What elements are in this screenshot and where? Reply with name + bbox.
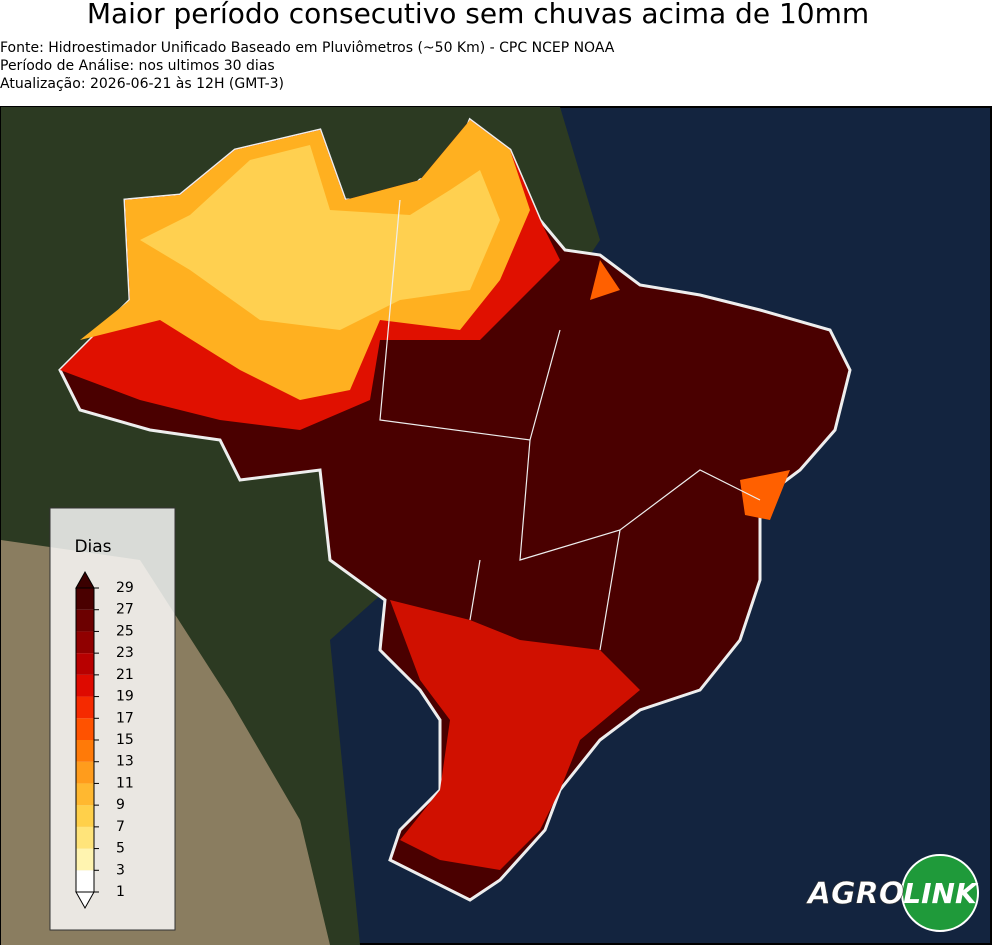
color-bin: [76, 718, 94, 740]
tick-label: 19: [116, 689, 134, 705]
color-bin: [76, 805, 94, 827]
color-bin: [76, 783, 94, 806]
legend-box: [49, 507, 176, 931]
tick-label: 1: [116, 884, 125, 900]
update-line: Atualização: 2026-06-21 às 12H (GMT-3): [0, 76, 284, 92]
color-bin: [76, 631, 94, 654]
tick-label: 15: [116, 732, 134, 748]
tick-label: 13: [116, 754, 134, 770]
legend-title: Dias: [74, 537, 111, 557]
color-bin: [76, 870, 94, 892]
logo-text: LINK: [903, 877, 979, 910]
zone-coast: [590, 260, 790, 520]
tick-label: 23: [116, 645, 134, 661]
tick-label: 5: [116, 841, 125, 857]
logo-text: AGRO: [806, 877, 904, 912]
color-bin: [76, 653, 94, 675]
color-bin: [76, 696, 94, 719]
tick-label: 27: [116, 602, 134, 618]
color-bin: [76, 826, 94, 849]
tick-label: 29: [116, 580, 134, 596]
color-bin: [76, 674, 94, 697]
color-bin: [76, 588, 94, 610]
zone-yellow: [140, 145, 500, 330]
color-bin: [76, 740, 94, 762]
zone-south: [390, 600, 640, 870]
logo: AGRO LINK: [805, 854, 979, 932]
tick-label: 21: [116, 667, 134, 683]
color-bin: [76, 848, 94, 871]
source-line: Fonte: Hidroestimador Unificado Baseado …: [0, 40, 615, 56]
title: Maior período consecutivo sem chuvas aci…: [87, 0, 869, 30]
logo-circle: [901, 854, 979, 932]
tick-label: 17: [116, 710, 134, 726]
tick-label: 3: [116, 862, 125, 878]
tick-label: 9: [116, 797, 125, 813]
color-bin: [76, 609, 94, 632]
tick-label: 11: [116, 775, 134, 791]
period-line: Período de Análise: nos ultimos 30 dias: [0, 58, 275, 74]
color-bin: [76, 761, 94, 784]
tick-label: 25: [116, 623, 134, 639]
state-borders: [379, 199, 761, 651]
tick-label: 7: [116, 819, 125, 835]
